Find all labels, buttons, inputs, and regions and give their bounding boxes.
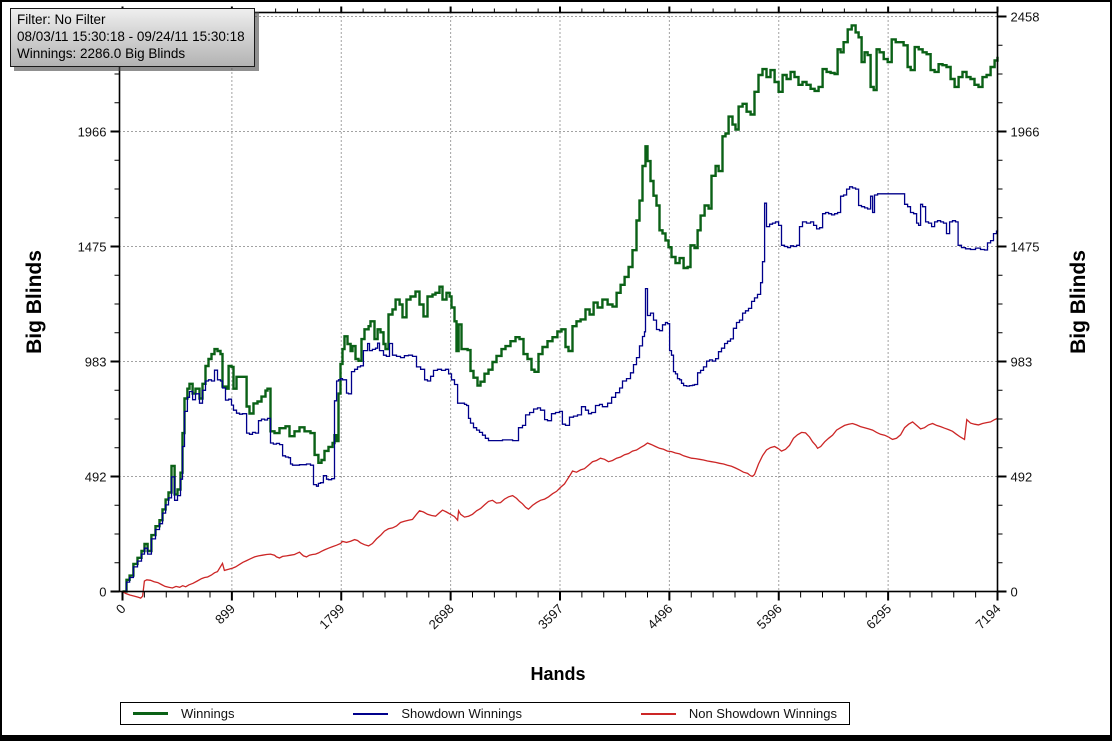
winnings-line-swatch-icon xyxy=(133,712,168,715)
date-range-line: 08/03/11 15:30:18 - 09/24/11 15:30:18 xyxy=(17,29,245,44)
svg-text:6295: 6295 xyxy=(863,601,894,632)
legend-item-showdown-winnings: Showdown Winnings xyxy=(353,706,522,721)
svg-text:983: 983 xyxy=(1011,355,1033,370)
svg-text:4496: 4496 xyxy=(644,601,675,632)
y-axis-title-right: Big Blinds xyxy=(1067,250,1090,354)
svg-text:1966: 1966 xyxy=(1011,125,1040,140)
svg-text:899: 899 xyxy=(212,601,238,627)
showdown-winnings-line-swatch-icon xyxy=(353,712,389,715)
svg-text:983: 983 xyxy=(85,355,107,370)
legend-label-non-showdown-winnings: Non Showdown Winnings xyxy=(688,706,837,721)
non-showdown-winnings-line-swatch-icon xyxy=(640,712,676,715)
svg-text:1475: 1475 xyxy=(1011,240,1040,255)
svg-text:2698: 2698 xyxy=(426,601,457,632)
filter-line: Filter: No Filter xyxy=(17,12,106,27)
svg-text:5396: 5396 xyxy=(754,601,785,632)
legend-item-non-showdown-winnings: Non Showdown Winnings xyxy=(640,706,837,721)
svg-text:7194: 7194 xyxy=(973,601,1004,632)
svg-text:0: 0 xyxy=(1011,585,1018,600)
svg-text:1966: 1966 xyxy=(78,125,107,140)
svg-text:1475: 1475 xyxy=(78,240,107,255)
svg-text:492: 492 xyxy=(85,470,107,485)
legend-label-showdown-winnings: Showdown Winnings xyxy=(401,706,522,721)
total-winnings-line: Winnings: 2286.0 Big Blinds xyxy=(17,46,186,61)
svg-text:3597: 3597 xyxy=(535,601,566,632)
y-axis-title-left: Big Blinds xyxy=(23,250,46,354)
svg-text:1799: 1799 xyxy=(316,601,347,632)
legend-item-winnings: Winnings xyxy=(133,706,234,721)
svg-text:0: 0 xyxy=(99,585,106,600)
x-axis-title: Hands xyxy=(530,664,586,684)
chart-legend: Winnings Showdown Winnings Non Showdown … xyxy=(120,702,850,725)
svg-text:2458: 2458 xyxy=(1011,10,1040,25)
svg-text:492: 492 xyxy=(1011,470,1033,485)
filter-info-tooltip: Filter: No Filter 08/03/11 15:30:18 - 09… xyxy=(10,8,255,67)
legend-label-winnings: Winnings xyxy=(181,706,235,721)
svg-text:0: 0 xyxy=(113,601,129,617)
